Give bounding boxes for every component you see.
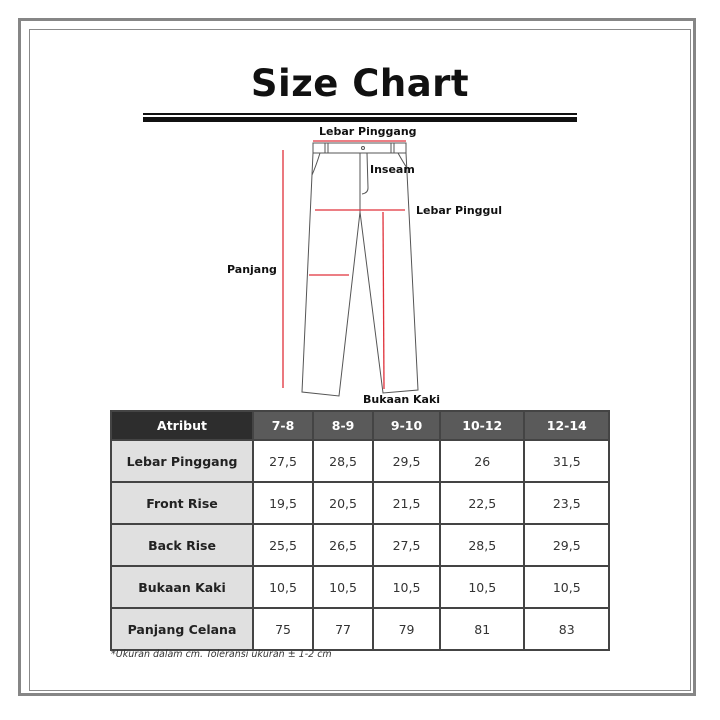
- size-value: 10,5: [439, 565, 526, 609]
- belt-loop-left: [324, 142, 329, 154]
- size-value: 10,5: [523, 565, 610, 609]
- table-row: Front Rise 19,5 20,5 21,5 22,5 23,5: [110, 481, 610, 525]
- title-rule-thin: [143, 113, 577, 115]
- label-waist: Lebar Pinggang: [319, 125, 417, 138]
- header-size: 7-8: [251, 410, 315, 441]
- row-attribute: Front Rise: [110, 481, 254, 525]
- size-value: 20,5: [312, 481, 375, 525]
- size-value: 83: [523, 607, 610, 651]
- size-value: 28,5: [439, 523, 526, 567]
- pants-diagram: [282, 140, 419, 397]
- header-size: 9-10: [372, 410, 442, 441]
- size-value: 26,5: [312, 523, 375, 567]
- fly: [361, 152, 369, 195]
- header-attribute: Atribut: [110, 410, 254, 441]
- size-value: 29,5: [523, 523, 610, 567]
- belt-loop-right: [390, 142, 395, 154]
- size-value: 26: [439, 439, 526, 483]
- header-size: 12-14: [523, 410, 610, 441]
- row-attribute: Back Rise: [110, 523, 254, 567]
- size-value: 28,5: [312, 439, 375, 483]
- size-value: 29,5: [372, 439, 442, 483]
- table-header-row: Atribut 7-8 8-9 9-10 10-12 12-14: [110, 410, 610, 441]
- header-size: 10-12: [439, 410, 526, 441]
- outer-frame: [18, 18, 696, 696]
- tolerance-note: *Ukuran dalam cm. Toleransi ukuran ± 1-2…: [111, 649, 332, 660]
- label-hip: Lebar Pinggul: [416, 204, 503, 217]
- table-row: Back Rise 25,5 26,5 27,5 28,5 29,5: [110, 523, 610, 567]
- pants-outline: [301, 142, 419, 397]
- size-value: 27,5: [372, 523, 442, 567]
- size-value: 10,5: [251, 565, 315, 609]
- row-attribute: Panjang Celana: [110, 607, 254, 651]
- size-value: 23,5: [523, 481, 610, 525]
- label-leg-opening: Bukaan Kaki: [363, 393, 441, 406]
- size-value: 10,5: [312, 565, 375, 609]
- table-row: Lebar Pinggang 27,5 28,5 29,5 26 31,5: [110, 439, 610, 483]
- inner-frame: [29, 29, 691, 691]
- title-rule-thick: [143, 117, 577, 122]
- table-row: Panjang Celana 75 77 79 81 83: [110, 607, 610, 651]
- size-value: 77: [312, 607, 375, 651]
- measure-lines: [282, 140, 406, 390]
- label-inseam: Inseam: [370, 163, 415, 176]
- size-value: 75: [251, 607, 315, 651]
- page-title: Size Chart: [250, 62, 470, 105]
- table-row: Bukaan Kaki 10,5 10,5 10,5 10,5 10,5: [110, 565, 610, 609]
- pocket-right: [397, 152, 408, 169]
- pocket-left: [311, 152, 321, 176]
- size-value: 27,5: [251, 439, 315, 483]
- size-table: Atribut 7-8 8-9 9-10 10-12 12-14 Lebar P…: [110, 410, 610, 651]
- size-value: 10,5: [372, 565, 442, 609]
- size-value: 21,5: [372, 481, 442, 525]
- waistband: [312, 142, 407, 154]
- button: [361, 146, 365, 150]
- size-value: 79: [372, 607, 442, 651]
- size-value: 19,5: [251, 481, 315, 525]
- size-value: 25,5: [251, 523, 315, 567]
- size-value: 81: [439, 607, 526, 651]
- inseam-line: [382, 211, 385, 390]
- size-value: 31,5: [523, 439, 610, 483]
- size-value: 22,5: [439, 481, 526, 525]
- header-size: 8-9: [312, 410, 375, 441]
- label-length: Panjang: [227, 263, 277, 276]
- row-attribute: Lebar Pinggang: [110, 439, 254, 483]
- row-attribute: Bukaan Kaki: [110, 565, 254, 609]
